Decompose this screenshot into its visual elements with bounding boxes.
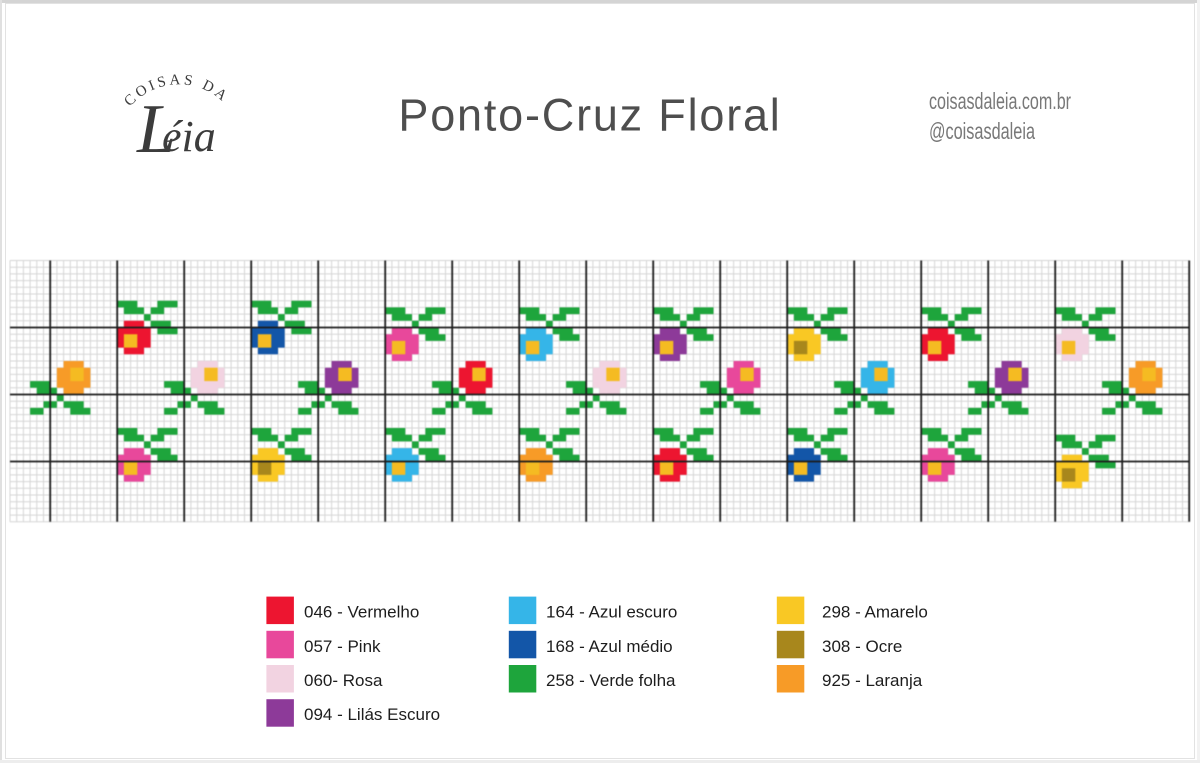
svg-text:L: L bbox=[136, 91, 176, 168]
svg-text:308 - Ocre: 308 - Ocre bbox=[822, 637, 902, 656]
svg-text:094 - Lilás Escuro: 094 - Lilás Escuro bbox=[304, 705, 440, 724]
svg-text:168 - Azul médio: 168 - Azul médio bbox=[546, 637, 673, 656]
svg-text:164 - Azul escuro: 164 - Azul escuro bbox=[546, 603, 677, 622]
svg-text:925 - Laranja: 925 - Laranja bbox=[822, 671, 923, 690]
svg-text:258 - Verde folha: 258 - Verde folha bbox=[546, 671, 676, 690]
svg-text:298 - Amarelo: 298 - Amarelo bbox=[822, 603, 928, 622]
svg-text:057 - Pink: 057 - Pink bbox=[304, 637, 381, 656]
svg-text:coisasdaleia.com.br: coisasdaleia.com.br bbox=[929, 88, 1071, 114]
svg-text:046 - Vermelho: 046 - Vermelho bbox=[304, 603, 419, 622]
svg-text:éia: éia bbox=[162, 112, 216, 161]
svg-text:060- Rosa: 060- Rosa bbox=[304, 671, 383, 690]
svg-text:Ponto-Cruz Floral: Ponto-Cruz Floral bbox=[398, 90, 781, 141]
svg-text:@coisasdaleia: @coisasdaleia bbox=[929, 118, 1035, 144]
